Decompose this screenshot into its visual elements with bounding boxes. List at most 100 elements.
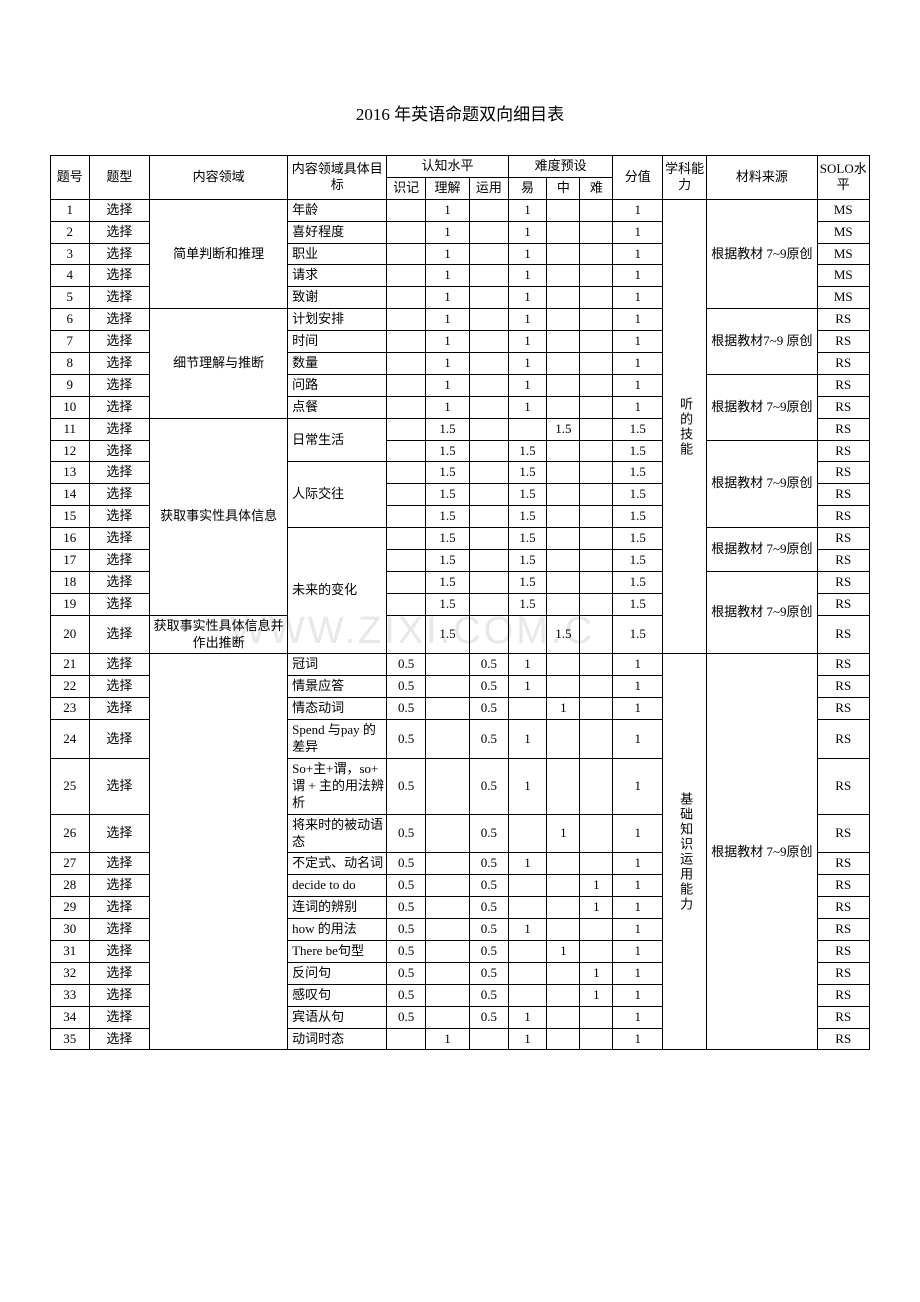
cell-recall [387,221,426,243]
cell-target: 宾语从句 [288,1006,387,1028]
cell-hard [580,374,613,396]
cell-solo: RS [817,418,869,440]
cell-domain: 细节理解与推断 [150,309,288,418]
cell-score: 1 [613,853,663,875]
cell-understand [425,814,469,853]
cell-type: 选择 [89,897,150,919]
cell-hard [580,814,613,853]
cell-recall [387,265,426,287]
cell-recall [387,528,426,550]
cell-mid [547,962,580,984]
cell-target: 日常生活 [288,418,387,462]
hdr-difficulty: 难度预设 [508,156,613,178]
cell-score: 1 [613,919,663,941]
cell-recall: 0.5 [387,875,426,897]
cell-mid [547,221,580,243]
cell-target: 问路 [288,374,387,396]
cell-mid [547,875,580,897]
cell-easy [508,897,547,919]
cell-target: 情态动词 [288,698,387,720]
cell-score: 1 [613,199,663,221]
cell-type: 选择 [89,484,150,506]
cell-target: 连词的辨别 [288,897,387,919]
cell-mid [547,353,580,375]
cell-num: 1 [51,199,90,221]
cell-type: 选择 [89,654,150,676]
cell-easy [508,698,547,720]
cell-num: 19 [51,593,90,615]
cell-solo: RS [817,309,869,331]
cell-easy: 1 [508,331,547,353]
cell-solo: RS [817,897,869,919]
cell-easy: 1 [508,243,547,265]
cell-recall [387,550,426,572]
cell-score: 1.5 [613,615,663,654]
cell-recall [387,353,426,375]
cell-understand [425,654,469,676]
cell-recall: 0.5 [387,758,426,814]
cell-solo: RS [817,484,869,506]
cell-mid: 1 [547,814,580,853]
cell-apply [470,593,509,615]
cell-solo: RS [817,396,869,418]
cell-recall [387,374,426,396]
cell-solo: RS [817,758,869,814]
cell-domain: 获取事实性具体信息并作出推断 [150,615,288,654]
cell-hard: 1 [580,962,613,984]
cell-apply [470,528,509,550]
cell-hard [580,571,613,593]
cell-ability: 听的技能 [663,199,707,654]
cell-understand: 1.5 [425,440,469,462]
cell-hard [580,243,613,265]
hdr-ability: 学科能力 [663,156,707,200]
cell-source: 根据教材 7~9原创 [707,440,817,528]
cell-num: 26 [51,814,90,853]
cell-easy: 1 [508,265,547,287]
cell-hard [580,720,613,759]
cell-apply [470,571,509,593]
cell-type: 选择 [89,814,150,853]
cell-hard [580,309,613,331]
cell-score: 1 [613,396,663,418]
cell-num: 18 [51,571,90,593]
cell-apply: 0.5 [470,758,509,814]
cell-mid [547,506,580,528]
cell-understand: 1 [425,221,469,243]
cell-easy [508,875,547,897]
cell-apply: 0.5 [470,654,509,676]
cell-num: 3 [51,243,90,265]
cell-apply [470,440,509,462]
cell-solo: RS [817,506,869,528]
cell-num: 32 [51,962,90,984]
cell-type: 选择 [89,309,150,331]
cell-easy: 1 [508,396,547,418]
cell-solo: RS [817,528,869,550]
cell-type: 选择 [89,698,150,720]
cell-solo: RS [817,1028,869,1050]
hdr-understand: 理解 [425,177,469,199]
cell-hard [580,615,613,654]
cell-recall [387,484,426,506]
cell-solo: RS [817,440,869,462]
cell-apply: 0.5 [470,875,509,897]
cell-score: 1 [613,287,663,309]
hdr-mid: 中 [547,177,580,199]
cell-recall: 0.5 [387,720,426,759]
cell-target: 情景应答 [288,676,387,698]
cell-score: 1.5 [613,550,663,572]
cell-num: 33 [51,984,90,1006]
cell-score: 1 [613,814,663,853]
cell-mid [547,654,580,676]
cell-solo: RS [817,676,869,698]
cell-score: 1 [613,758,663,814]
cell-num: 14 [51,484,90,506]
cell-understand [425,1006,469,1028]
cell-hard [580,1028,613,1050]
cell-type: 选择 [89,550,150,572]
cell-apply [470,396,509,418]
cell-understand: 1 [425,396,469,418]
cell-solo: MS [817,199,869,221]
cell-apply [470,243,509,265]
cell-type: 选择 [89,1006,150,1028]
cell-target: 人际交往 [288,462,387,528]
